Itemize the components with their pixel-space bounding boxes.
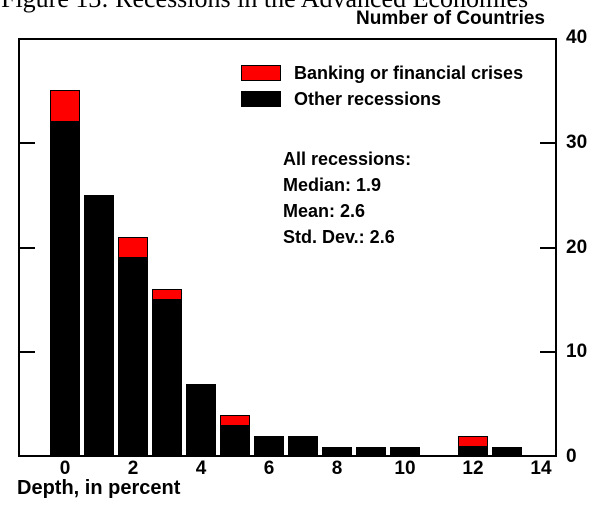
- bar-segment-other: [390, 446, 420, 457]
- bar-depth-3: [152, 289, 182, 457]
- x-tick-label-14: 14: [530, 458, 552, 479]
- bar-segment-other: [84, 195, 114, 457]
- stats-stddev: Std. Dev.: 2.6: [283, 227, 395, 247]
- stats-mean: Mean: 2.6: [283, 201, 366, 221]
- bar-depth-12: [458, 436, 488, 457]
- x-tick-label-12: 12: [462, 458, 484, 479]
- y-tick-label-0: 0: [566, 446, 577, 467]
- bar-segment-other: [186, 383, 216, 457]
- bar-segment-other: [152, 299, 182, 457]
- y-tick-right-20: [540, 246, 557, 249]
- bar-depth-4: [186, 383, 216, 457]
- bar-segment-other: [492, 446, 522, 457]
- bar-depth-7: [288, 436, 318, 457]
- bar-segment-other: [322, 446, 352, 457]
- x-tick-label-4: 4: [195, 458, 207, 479]
- bar-segment-other: [458, 446, 488, 457]
- stats-heading: All recessions:: [283, 149, 412, 169]
- ticks-layer: [18, 38, 557, 457]
- bar-segment-crisis: [152, 289, 182, 300]
- bar-segment-other: [288, 436, 318, 457]
- x-tick-label-8: 8: [331, 458, 343, 479]
- y-tick-right-30: [540, 141, 557, 144]
- y-tick-left-10: [18, 351, 35, 354]
- stats-annotation: All recessions: Median: 1.9 Mean: 2.6 St…: [283, 146, 411, 250]
- y-tick-left-30: [18, 141, 35, 144]
- legend-label-crises: Banking or financial crises: [294, 62, 524, 83]
- y-tick-label-40: 40: [566, 27, 588, 48]
- bar-segment-crisis: [50, 90, 80, 122]
- bar-depth-8: [322, 446, 352, 457]
- figure-title: Figure 13: Recessions in the Advanced Ec…: [1, 0, 528, 14]
- y-axis-title: Number of Countries: [356, 8, 545, 29]
- bars-layer: [18, 38, 557, 457]
- legend-swatch-other: [241, 91, 281, 107]
- bar-depth-2: [118, 237, 148, 457]
- bar-depth-13: [492, 446, 522, 457]
- bar-segment-crisis: [220, 415, 250, 426]
- y-tick-label-30: 30: [566, 131, 588, 153]
- legend-label-other: Other recessions: [294, 88, 442, 109]
- bar-segment-other: [50, 121, 80, 457]
- legend-swatch-crises: [241, 65, 281, 81]
- legend: Banking or financial crises Other recess…: [241, 60, 523, 112]
- bar-segment-other: [356, 446, 386, 457]
- stats-median: Median: 1.9: [283, 175, 382, 195]
- bar-segment-crisis: [118, 237, 148, 258]
- bar-depth-5: [220, 415, 250, 457]
- x-tick-label-10: 10: [394, 458, 416, 479]
- y-tick-left-20: [18, 246, 35, 249]
- y-tick-label-10: 10: [566, 341, 588, 363]
- x-tick-label-2: 2: [127, 458, 139, 479]
- y-tick-right-10: [540, 351, 557, 354]
- bar-segment-other: [118, 257, 148, 457]
- bar-depth-10: [390, 446, 420, 457]
- y-tick-label-20: 20: [566, 236, 588, 258]
- plot-area: [18, 38, 557, 457]
- bar-segment-crisis: [458, 436, 488, 447]
- bar-segment-other: [254, 436, 284, 457]
- bar-depth-9: [356, 446, 386, 457]
- bar-segment-other: [220, 425, 250, 457]
- bar-depth-1: [84, 195, 114, 457]
- bar-depth-6: [254, 436, 284, 457]
- bar-depth-0: [50, 90, 80, 457]
- x-tick-label-6: 6: [263, 458, 275, 479]
- legend-item-crises: Banking or financial crises: [241, 60, 523, 86]
- legend-item-other: Other recessions: [241, 86, 523, 112]
- x-axis-title: Depth, in percent: [17, 477, 181, 499]
- x-tick-label-0: 0: [59, 458, 71, 479]
